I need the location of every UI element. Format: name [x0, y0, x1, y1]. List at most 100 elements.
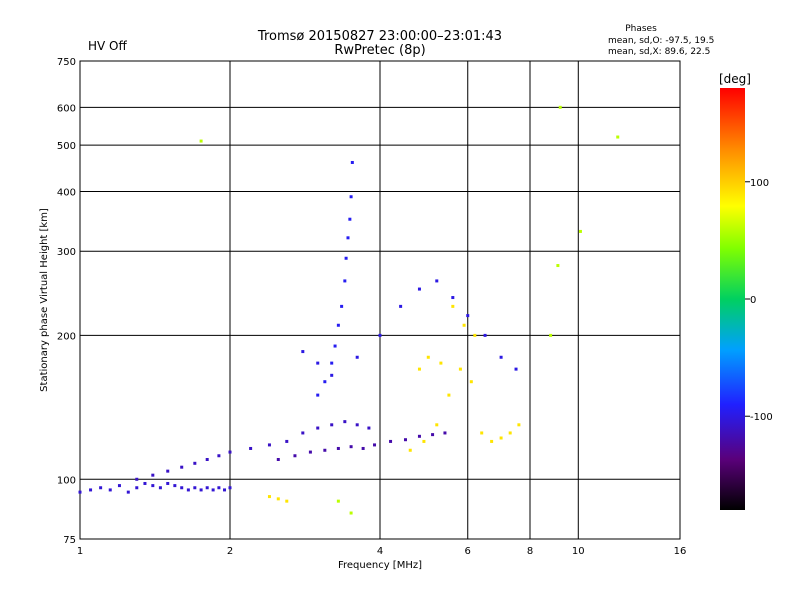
data-point: [517, 423, 521, 427]
data-point: [267, 443, 271, 447]
data-point: [308, 450, 312, 454]
data-point: [399, 304, 403, 308]
y-tick-label: 500: [57, 141, 76, 152]
chart-title: Tromsø 20150827 23:00:00–23:01:43: [257, 29, 502, 44]
data-point: [417, 367, 421, 371]
data-point: [293, 454, 297, 458]
x-tick-label: 16: [674, 546, 687, 557]
data-point: [336, 323, 340, 327]
data-point: [135, 477, 139, 481]
data-point: [426, 355, 430, 359]
data-point: [447, 393, 451, 397]
colorbar-tick-label: 100: [750, 178, 769, 189]
data-point: [340, 304, 344, 308]
data-point: [301, 350, 305, 354]
data-point: [343, 420, 347, 424]
data-point: [451, 304, 455, 308]
data-point: [330, 423, 334, 427]
data-point: [78, 490, 82, 494]
data-point: [199, 488, 203, 492]
data-point: [276, 457, 280, 461]
y-axis-ticks: 75 100 200 300 400 500 600 750: [57, 57, 76, 546]
data-point: [403, 438, 407, 442]
x-tick-label: 10: [572, 546, 585, 557]
data-point: [330, 361, 334, 365]
data-point: [473, 333, 477, 337]
data-point: [458, 367, 462, 371]
data-point: [556, 264, 560, 268]
data-point: [350, 160, 354, 164]
data-point: [417, 434, 421, 438]
data-point: [558, 105, 562, 109]
data-point: [117, 484, 121, 488]
data-point: [349, 195, 353, 199]
data-point: [355, 423, 359, 427]
data-point: [483, 333, 487, 337]
data-point: [151, 473, 155, 477]
data-point: [166, 469, 170, 473]
data-point: [422, 439, 426, 443]
data-point: [166, 481, 170, 485]
data-point: [389, 439, 393, 443]
data-point: [480, 431, 484, 435]
data-point: [267, 495, 271, 499]
data-point: [205, 486, 209, 490]
data-point: [408, 448, 412, 452]
data-point: [180, 465, 184, 469]
data-point: [199, 139, 203, 143]
x-axis-label: Frequency [MHz]: [338, 560, 422, 571]
data-point: [158, 486, 162, 490]
phases-stats-x: mean, sd,X: 89.6, 22.5: [608, 47, 710, 57]
data-point: [99, 486, 103, 490]
data-point: [490, 439, 494, 443]
data-point: [578, 229, 582, 233]
data-point: [499, 355, 503, 359]
data-points: [78, 105, 620, 515]
data-point: [228, 450, 232, 454]
data-point: [373, 443, 377, 447]
data-point: [217, 486, 221, 490]
data-point: [435, 423, 439, 427]
data-point: [249, 446, 253, 450]
data-point: [616, 135, 620, 139]
data-point: [333, 344, 337, 348]
data-point: [217, 454, 221, 458]
data-point: [443, 431, 447, 435]
data-point: [549, 333, 553, 337]
data-point: [349, 511, 353, 515]
data-point: [285, 499, 289, 503]
data-point: [435, 279, 439, 283]
grid-lines: [80, 61, 680, 539]
x-tick-label: 2: [227, 546, 233, 557]
data-point: [228, 486, 232, 490]
colorbar: [720, 88, 745, 510]
data-point: [349, 445, 353, 449]
data-point: [361, 446, 365, 450]
y-tick-label: 200: [57, 331, 76, 342]
data-point: [439, 361, 443, 365]
data-point: [355, 355, 359, 359]
data-point: [462, 323, 466, 327]
data-point: [367, 426, 371, 430]
data-point: [108, 488, 112, 492]
data-point: [205, 457, 209, 461]
y-tick-label: 75: [63, 535, 76, 546]
chart-subtitle: RwPretec (8p): [334, 43, 425, 58]
data-point: [316, 426, 320, 430]
data-point: [431, 433, 435, 437]
data-point: [344, 256, 348, 260]
data-point: [89, 488, 93, 492]
x-tick-label: 6: [465, 546, 471, 557]
data-point: [348, 217, 352, 221]
data-point: [135, 486, 139, 490]
data-point: [193, 461, 197, 465]
data-point: [466, 314, 470, 318]
data-point: [151, 484, 155, 488]
data-point: [143, 481, 147, 485]
x-tick-label: 4: [377, 546, 383, 557]
data-point: [343, 279, 347, 283]
data-point: [285, 439, 289, 443]
data-point: [223, 488, 227, 492]
x-axis-ticks: 1 2 4 6 8 10 16: [77, 546, 687, 557]
data-point: [451, 296, 455, 300]
